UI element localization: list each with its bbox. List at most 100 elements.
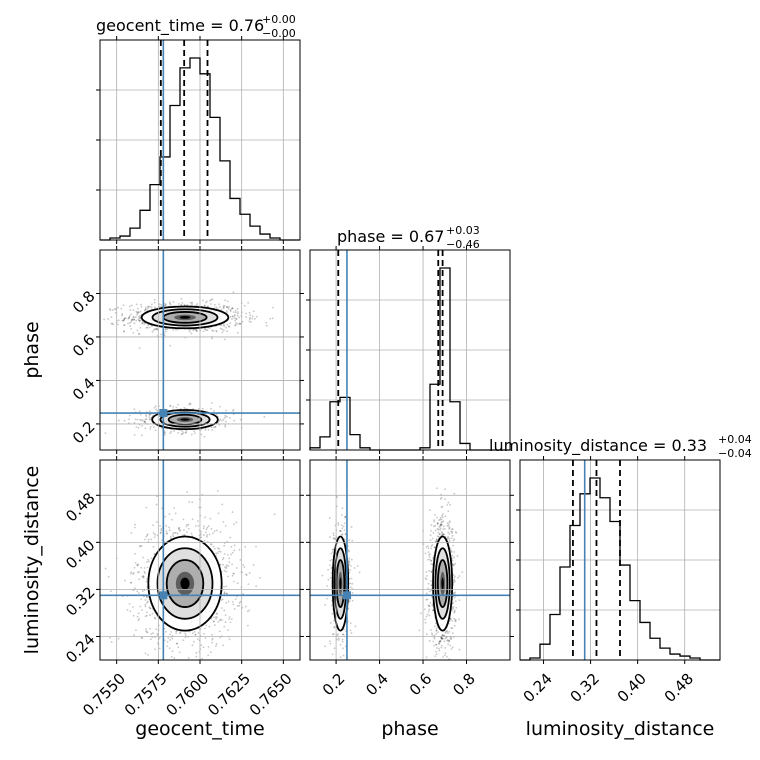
sample-point	[180, 433, 183, 436]
sample-point	[168, 513, 171, 516]
sample-point	[191, 501, 194, 504]
sample-point	[210, 543, 213, 546]
sample-point	[436, 535, 439, 538]
sample-point	[427, 547, 430, 550]
sample-point	[143, 420, 146, 423]
sample-point	[232, 291, 235, 294]
sample-point	[132, 319, 134, 321]
sample-point	[447, 523, 450, 526]
sample-point	[350, 558, 353, 561]
sample-point	[136, 312, 139, 314]
sample-point	[133, 434, 136, 436]
sample-point	[121, 313, 124, 315]
sample-point	[211, 329, 214, 332]
sample-point	[146, 533, 149, 536]
sample-point	[238, 316, 241, 319]
sample-point	[451, 534, 454, 537]
sample-point	[348, 560, 350, 563]
sample-point	[248, 572, 251, 574]
sample-point	[122, 319, 125, 322]
title-phase-minus: −0.46	[446, 238, 480, 251]
sample-point	[219, 531, 222, 533]
sample-point	[437, 642, 440, 645]
sample-point	[228, 618, 231, 620]
sample-point	[228, 638, 231, 641]
sample-point	[158, 303, 161, 306]
sample-point	[133, 318, 136, 321]
sample-point	[193, 631, 196, 633]
sample-point	[234, 309, 237, 312]
sample-point	[450, 648, 453, 650]
sample-point	[224, 416, 226, 419]
sample-point	[146, 631, 149, 634]
sample-point	[437, 531, 440, 534]
sample-point	[164, 515, 167, 518]
sample-point	[154, 306, 156, 309]
sample-point	[444, 515, 447, 518]
sample-point	[143, 309, 146, 312]
sample-point	[167, 637, 170, 639]
sample-point	[454, 591, 457, 594]
sample-point	[216, 529, 218, 532]
sample-point	[169, 344, 172, 347]
sample-point	[191, 644, 194, 647]
sample-point	[222, 563, 224, 566]
density-peak	[179, 316, 191, 319]
sample-point	[135, 426, 138, 428]
sample-point	[205, 624, 208, 627]
sample-point	[204, 328, 207, 331]
sample-point	[149, 410, 151, 413]
sample-point	[331, 612, 334, 615]
sample-point	[233, 324, 236, 327]
sample-point	[340, 530, 342, 533]
sample-point	[145, 535, 148, 538]
sample-point	[150, 325, 153, 328]
sample-point	[140, 545, 143, 547]
sample-point	[238, 548, 241, 551]
sample-point	[186, 491, 189, 494]
sample-point	[175, 630, 177, 633]
sample-point	[138, 347, 141, 350]
sample-point	[440, 637, 443, 639]
sample-point	[222, 306, 225, 309]
sample-point	[439, 640, 441, 642]
title-luminosity-distance: luminosity_distance = 0.33	[489, 436, 707, 456]
sample-point	[339, 656, 342, 659]
sample-point	[214, 426, 217, 428]
sample-point	[448, 537, 451, 540]
sample-point	[211, 633, 213, 636]
sample-point	[426, 633, 428, 635]
sample-point	[222, 307, 225, 309]
sample-point	[215, 329, 218, 332]
sample-point	[330, 567, 333, 570]
sample-point	[141, 575, 144, 578]
sample-point	[165, 530, 168, 533]
sample-point	[424, 577, 427, 580]
sample-point	[160, 529, 163, 532]
sample-point	[190, 532, 193, 535]
sample-point	[138, 571, 140, 573]
sample-point	[124, 317, 127, 319]
sample-point	[150, 632, 153, 635]
sample-point	[238, 602, 241, 604]
title-geocent-time-minus: −0.00	[262, 27, 296, 40]
sample-point	[446, 538, 449, 540]
sample-point	[343, 529, 346, 531]
sample-point	[209, 303, 212, 305]
sample-point	[213, 530, 216, 533]
sample-point	[450, 637, 453, 640]
sample-point	[145, 631, 148, 633]
sample-point	[148, 326, 151, 329]
sample-point	[440, 644, 443, 647]
sample-point	[137, 612, 140, 615]
sample-point	[223, 609, 226, 612]
sample-point	[135, 303, 138, 306]
sample-point	[164, 302, 166, 305]
sample-point	[446, 655, 448, 658]
sample-point	[123, 317, 126, 320]
sample-point	[453, 592, 456, 595]
sample-point	[153, 616, 156, 619]
panel-hist-phase: phase = 0.67 +0.03 −0.46	[337, 224, 480, 251]
density-layer	[104, 490, 276, 660]
